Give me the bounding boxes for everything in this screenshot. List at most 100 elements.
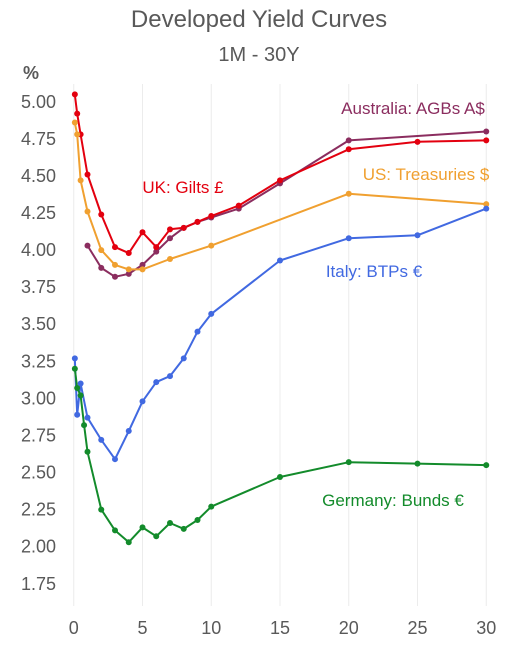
series-point	[98, 506, 105, 513]
x-tick-label: 0	[69, 618, 79, 638]
series-line	[73, 122, 487, 271]
series-point	[194, 328, 201, 335]
series-point	[483, 137, 490, 144]
series-point	[414, 460, 421, 467]
series-point	[84, 414, 91, 421]
series-point	[77, 392, 84, 399]
x-tick-label: 25	[407, 618, 427, 638]
series-point	[167, 255, 173, 262]
gridlines	[73, 84, 487, 606]
series-point	[112, 244, 118, 251]
series-point	[167, 226, 173, 233]
series-point	[153, 379, 160, 386]
series-labels: Australia: AGBs A$ UK: Gilts £ US: Treas…	[142, 99, 489, 510]
series-point	[98, 264, 105, 271]
series-point	[74, 110, 81, 117]
series-point	[414, 138, 421, 145]
series-point	[74, 131, 81, 138]
series-point	[125, 270, 132, 277]
series-point	[77, 380, 84, 387]
series-point	[112, 456, 118, 463]
series-point	[84, 171, 91, 178]
x-tick-label: 30	[476, 618, 496, 638]
series-point	[277, 177, 283, 184]
series-point	[208, 310, 215, 317]
series-line	[86, 130, 487, 278]
series-label-us: US: Treasuries $	[363, 165, 490, 184]
series-point	[194, 516, 201, 523]
series-point	[112, 261, 118, 268]
series-point	[98, 247, 105, 254]
series-line	[73, 207, 487, 461]
series-line	[73, 94, 487, 255]
y-axis: 1.75 2.00 2.25 2.50 2.75 3.00 3.25 3.50 3.75 4.00…	[21, 92, 56, 594]
y-tick-label: 3.75	[21, 277, 56, 297]
series-point	[112, 273, 118, 280]
x-tick-label: 10	[201, 618, 221, 638]
series-point	[98, 211, 105, 218]
series-point	[483, 128, 490, 135]
y-tick-label: 4.50	[21, 166, 56, 186]
series-point	[71, 355, 78, 362]
series-point	[98, 436, 105, 443]
series-point	[139, 229, 146, 236]
series-point	[345, 235, 352, 242]
series-point	[139, 266, 146, 273]
series-point	[139, 398, 146, 405]
series-point	[180, 224, 187, 231]
y-tick-label: 4.75	[21, 129, 56, 149]
series-point	[139, 524, 146, 531]
series-point	[77, 177, 84, 184]
series-point	[84, 208, 91, 215]
series-point	[74, 385, 81, 392]
series-point	[153, 248, 160, 255]
series-point	[167, 373, 173, 380]
chart-title: Developed Yield Curves	[131, 6, 387, 33]
series-label-germany: Germany: Bunds €	[322, 491, 464, 510]
series-line	[73, 368, 487, 544]
series-point	[167, 235, 173, 242]
x-tick-label: 20	[339, 618, 359, 638]
series-point	[112, 527, 118, 534]
series-point	[483, 205, 490, 212]
series-point	[208, 212, 215, 219]
series-point	[71, 119, 78, 126]
series-point	[345, 146, 352, 153]
series-point	[125, 428, 132, 435]
series-point	[125, 266, 132, 273]
y-tick-label: 3.50	[21, 314, 56, 334]
series-point	[483, 201, 490, 208]
y-tick-label: 2.50	[21, 463, 56, 483]
series-point	[84, 448, 91, 455]
series-point	[345, 137, 352, 144]
series-point	[125, 250, 132, 257]
series-point	[277, 473, 283, 480]
series-point	[74, 411, 81, 418]
series-point	[180, 525, 187, 532]
series-label-australia: Australia: AGBs A$	[341, 99, 485, 118]
series-point	[194, 218, 201, 225]
y-axis-unit-label: %	[23, 63, 39, 83]
series-point	[81, 422, 88, 429]
series-point	[153, 244, 160, 251]
series-point	[180, 355, 187, 362]
series-point	[125, 539, 132, 546]
y-tick-label: 2.00	[21, 537, 56, 557]
series-point	[208, 503, 215, 510]
series-point	[153, 533, 160, 540]
x-tick-label: 15	[270, 618, 290, 638]
y-tick-label: 4.00	[21, 240, 56, 260]
series-point	[208, 242, 215, 249]
x-tick-label: 5	[137, 618, 147, 638]
series-lines	[73, 94, 487, 544]
series-point	[71, 365, 78, 372]
series-point	[139, 261, 146, 268]
series-point	[345, 190, 352, 197]
series-label-uk: UK: Gilts £	[142, 178, 224, 197]
series-point	[345, 459, 352, 466]
chart-subtitle: 1M - 30Y	[218, 44, 299, 66]
series-point	[167, 519, 173, 526]
series-point	[235, 202, 242, 209]
